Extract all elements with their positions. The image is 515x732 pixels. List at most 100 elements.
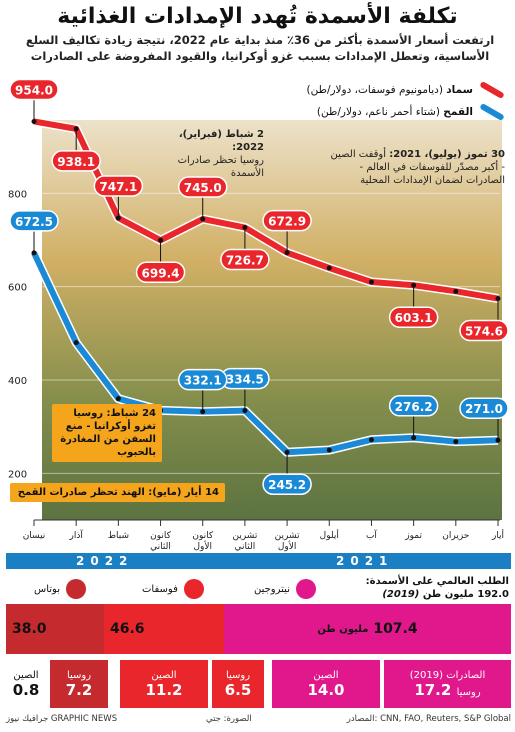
- note-may-2022: 14 أيار (مايو): الهند تحظر صادرات القمح: [10, 483, 225, 502]
- data-label: 271.0: [465, 402, 503, 416]
- footer-source: المصادر: CNN, FAO, Reuters, S&P Global: [346, 714, 511, 724]
- annotation-jul-date: 30 تموز (يوليو)، 2021:: [389, 149, 505, 160]
- data-label: 245.2: [268, 478, 306, 492]
- x-tick-label: أيلول: [320, 529, 339, 541]
- demand-year: (2019): [382, 589, 420, 600]
- export-phosphate-china: الصين 11.2: [120, 660, 208, 708]
- legend-dap-name: سماد: [446, 84, 473, 96]
- export-nitrogen-china: الصين 14.0: [272, 660, 380, 708]
- data-label-bubble: [93, 175, 144, 197]
- demand-nitrogen-unit: مليون طن: [317, 623, 369, 635]
- data-label: 334.5: [226, 373, 264, 387]
- export-phosphate-russia: روسيا 6.5: [212, 660, 264, 708]
- export-potash-china: الصين 0.8: [6, 660, 46, 708]
- demand-bar: 38.0 46.6 107.4 مليون طن: [6, 604, 511, 654]
- data-label: 699.4: [142, 266, 180, 280]
- data-label: 574.6: [465, 325, 503, 339]
- y-tick-label: 800: [8, 189, 27, 200]
- data-label-bubble: [9, 78, 59, 101]
- data-label-bubble: [262, 209, 312, 232]
- data-label-bubble: [177, 176, 228, 198]
- x-tick-label: تشرين الثاني: [232, 531, 257, 552]
- annotation-feb-date: 2 شباط (فبراير)، 2022:: [178, 129, 264, 153]
- data-point: [453, 288, 459, 294]
- demand-title: الطلب العالمي على الأسمدة: 192.0 مليون ط…: [339, 575, 509, 601]
- legend-wheat-name: القمح: [443, 106, 473, 118]
- x-tick-label: حزيران: [442, 531, 469, 541]
- y-tick-label: 200: [8, 469, 27, 480]
- subtitle: ارتفعت أسعار الأسمدة بأكثر من 36٪ منذ بد…: [25, 33, 495, 63]
- footer-photo: الصورة: جتي: [206, 714, 252, 724]
- data-label-bubble: [9, 210, 59, 232]
- data-label: 747.1: [99, 180, 137, 194]
- data-label: 672.5: [15, 215, 53, 229]
- data-label: 726.7: [226, 254, 264, 268]
- x-tick-label: كانون الأول: [192, 531, 214, 552]
- x-tick-label: آب: [366, 529, 377, 541]
- annotation-feb-text: روسيا تحظر صادرات الأسمدة: [177, 155, 264, 179]
- nitrogen-dot: [295, 579, 316, 599]
- x-tick-label: آذار: [69, 529, 84, 541]
- data-label: 332.1: [184, 374, 222, 388]
- data-label: 745.0: [184, 181, 222, 195]
- y-tick-label: 600: [8, 283, 27, 294]
- x-tick-label: شباط: [108, 531, 129, 541]
- legend-potash: بوتاس: [34, 579, 86, 599]
- dap-swatch: [479, 80, 505, 100]
- data-label-bubble: [262, 473, 312, 495]
- demand-potash: 38.0: [6, 604, 104, 654]
- potash-dot: [66, 579, 86, 599]
- data-label-bubble: [177, 368, 228, 391]
- data-point: [73, 340, 79, 346]
- legend-phosphate: فوسفات: [142, 579, 204, 599]
- data-label-bubble: [135, 261, 186, 284]
- note-mar-2022: 24 شباط: روسيا تغزو أوكرانيا - منع السفن…: [52, 404, 162, 462]
- phosphate-label: فوسفات: [142, 583, 178, 595]
- wheat-swatch: [479, 102, 505, 122]
- demand-nitrogen: 107.4 مليون طن: [224, 604, 511, 654]
- data-label-bubble: [220, 248, 270, 271]
- data-label: 603.1: [395, 311, 433, 325]
- x-tick-label: تشرين الأول: [275, 531, 300, 552]
- demand-phosphate: 46.6: [104, 604, 224, 654]
- year-bar: 2022 2021: [6, 553, 511, 569]
- nitrogen-label: نيتروجين: [254, 583, 290, 595]
- data-point: [368, 437, 374, 443]
- export-nitrogen-russia: الصادرات (2019) روسيا 17.2: [384, 660, 511, 708]
- footer: جرافيك نيوز GRAPHIC NEWS الصورة: جتي الم…: [6, 714, 511, 728]
- export-potash-russia: روسيا 7.2: [50, 660, 108, 708]
- data-label-bubble: [459, 397, 509, 419]
- data-labels: 574.6 603.1 672.9 726.7 745.0 699.4 747.1 938.1…: [9, 78, 509, 495]
- x-tick-label: كانون الثاني: [150, 531, 172, 552]
- x-tick-label: تموز: [404, 531, 422, 541]
- x-tick-label: أيار: [491, 529, 504, 541]
- exports-row: الصين 0.8 روسيا 7.2 الصين 11.2 روسيا 6.5 الص…: [6, 660, 511, 708]
- phosphate-dot: [183, 579, 204, 599]
- demand-total: 192.0 مليون طن: [422, 589, 509, 600]
- y-axis: 200 400 600 800: [8, 189, 27, 480]
- annotation-feb-2022: 2 شباط (فبراير)، 2022: روسيا تحظر صادرات…: [176, 128, 264, 180]
- y-tick-label: 400: [8, 376, 27, 387]
- wheat-line: [31, 251, 499, 456]
- data-point: [453, 439, 459, 445]
- demand-heading: الطلب العالمي على الأسمدة:: [365, 576, 509, 587]
- legend-dap-desc: (ديامونيوم فوسفات، دولار/طن): [306, 84, 443, 96]
- data-label: 672.9: [268, 215, 306, 229]
- x-axis: أيار حزيران تموز آب أيلول تشرين الأول تشرين الثا…: [23, 519, 504, 552]
- legend-wheat-desc: (شتاء أحمر ناعم، دولار/طن): [316, 106, 440, 118]
- fertilizer-legend: بوتاس فوسفات نيتروجين: [6, 575, 511, 599]
- legend-wheat: القمح (شتاء أحمر ناعم، دولار/طن): [275, 102, 505, 122]
- dap-line: [33, 118, 499, 302]
- page-title: تكلفة الأسمدة تُهدد الإمدادات الغذائية: [57, 4, 458, 29]
- x-tick-label: نيسان: [23, 531, 46, 541]
- data-label: 276.2: [395, 400, 433, 414]
- data-label: 954.0: [15, 83, 53, 97]
- year-2021: 2021: [336, 554, 394, 568]
- data-point: [326, 265, 332, 271]
- potash-label: بوتاس: [34, 583, 60, 595]
- data-label-bubble: [459, 319, 509, 342]
- legend: سماد (ديامونيوم فوسفات، دولار/طن) القمح …: [275, 80, 505, 128]
- year-2022: 2022: [76, 554, 134, 568]
- demand-nitrogen-value: 107.4: [373, 621, 418, 637]
- data-point: [115, 396, 121, 402]
